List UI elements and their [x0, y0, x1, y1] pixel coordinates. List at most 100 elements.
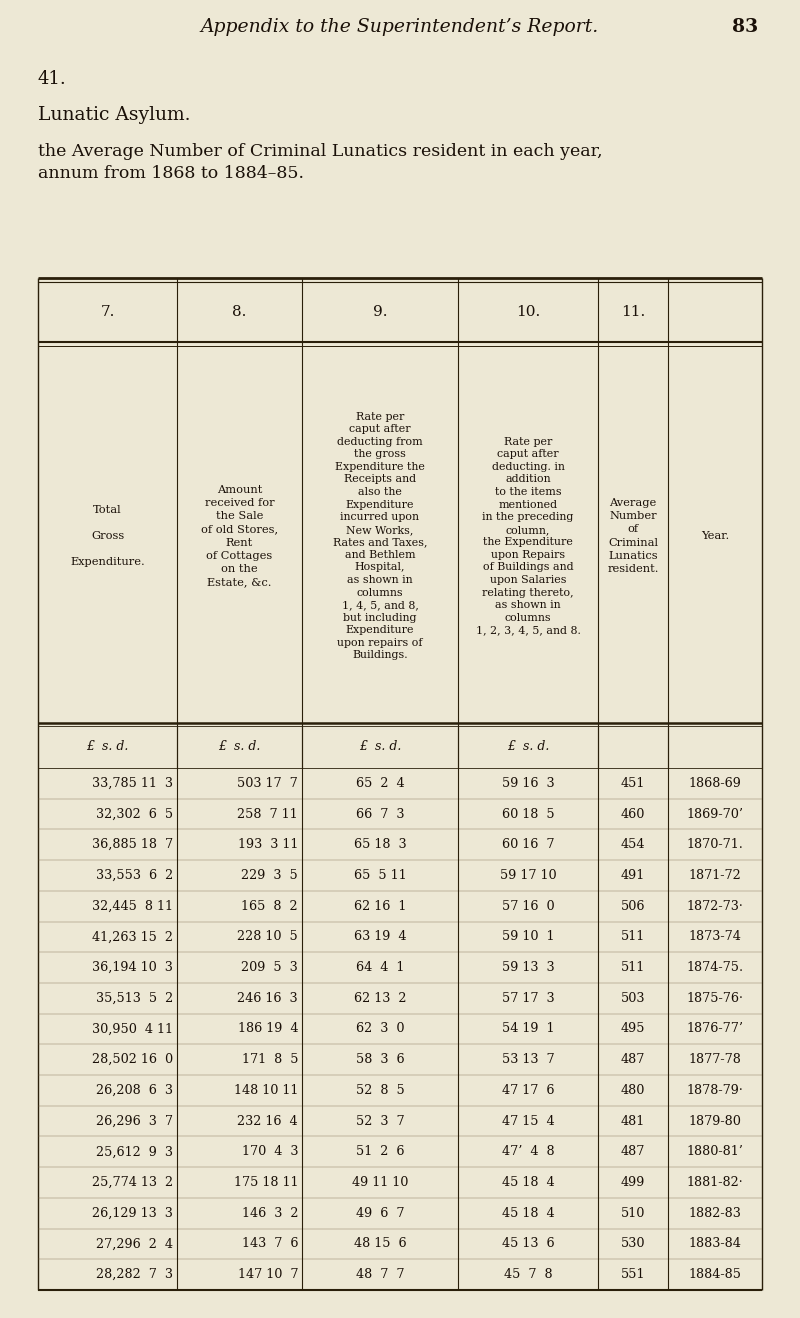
Text: 454: 454	[621, 838, 646, 851]
Text: Appendix to the Superintendent’s Report.: Appendix to the Superintendent’s Report.	[201, 18, 599, 36]
Text: 165  8  2: 165 8 2	[242, 900, 298, 912]
Text: £  s. d.: £ s. d.	[218, 741, 261, 754]
Text: 26,296  3  7: 26,296 3 7	[96, 1115, 173, 1128]
Text: 510: 510	[621, 1207, 645, 1219]
Text: 1868-69: 1868-69	[689, 776, 742, 789]
Text: Lunatic Asylum.: Lunatic Asylum.	[38, 105, 190, 124]
Text: 1881-82·: 1881-82·	[686, 1176, 743, 1189]
Text: 41,263 15  2: 41,263 15 2	[92, 931, 173, 944]
Text: 1882-83: 1882-83	[689, 1207, 742, 1219]
Text: 65  5 11: 65 5 11	[354, 869, 406, 882]
Text: 480: 480	[621, 1083, 645, 1097]
Text: 530: 530	[621, 1238, 646, 1251]
Text: 32,302  6  5: 32,302 6 5	[96, 808, 173, 821]
Text: 1875-76·: 1875-76·	[686, 991, 743, 1004]
Text: 33,553  6  2: 33,553 6 2	[96, 869, 173, 882]
Text: 10.: 10.	[516, 304, 540, 319]
Text: 47’  4  8: 47’ 4 8	[502, 1145, 554, 1159]
Text: 36,885 18  7: 36,885 18 7	[92, 838, 173, 851]
Text: £  s. d.: £ s. d.	[86, 741, 129, 754]
Text: 60 16  7: 60 16 7	[502, 838, 554, 851]
Text: 1878-79·: 1878-79·	[686, 1083, 743, 1097]
Text: 54 19  1: 54 19 1	[502, 1023, 554, 1036]
Text: 59 16  3: 59 16 3	[502, 776, 554, 789]
Text: 1877-78: 1877-78	[689, 1053, 742, 1066]
Text: 487: 487	[621, 1145, 645, 1159]
Text: 1883-84: 1883-84	[689, 1238, 742, 1251]
Text: 41.: 41.	[38, 70, 66, 88]
Text: 1873-74: 1873-74	[689, 931, 742, 944]
Text: 48  7  7: 48 7 7	[356, 1268, 404, 1281]
Text: 45 13  6: 45 13 6	[502, 1238, 554, 1251]
Text: 1869-70’: 1869-70’	[686, 808, 743, 821]
Text: 146  3  2: 146 3 2	[242, 1207, 298, 1219]
Text: 33,785 11  3: 33,785 11 3	[92, 776, 173, 789]
Text: 62 13  2: 62 13 2	[354, 991, 406, 1004]
Text: 49  6  7: 49 6 7	[356, 1207, 404, 1219]
Text: 551: 551	[621, 1268, 646, 1281]
Text: 9.: 9.	[373, 304, 387, 319]
Text: 28,282  7  3: 28,282 7 3	[96, 1268, 173, 1281]
Text: 487: 487	[621, 1053, 645, 1066]
Text: 32,445  8 11: 32,445 8 11	[92, 900, 173, 912]
Text: 499: 499	[621, 1176, 645, 1189]
Text: 26,208  6  3: 26,208 6 3	[96, 1083, 173, 1097]
Text: 506: 506	[621, 900, 646, 912]
Text: 27,296  2  4: 27,296 2 4	[96, 1238, 173, 1251]
Text: 1870-71.: 1870-71.	[686, 838, 743, 851]
Text: 229  3  5: 229 3 5	[242, 869, 298, 882]
Text: 48 15  6: 48 15 6	[354, 1238, 406, 1251]
Text: Rate per
caput after
deducting. in
addition
to the items
mentioned
in the preced: Rate per caput after deducting. in addit…	[475, 436, 581, 635]
Text: 7.: 7.	[100, 304, 114, 319]
Text: 28,502 16  0: 28,502 16 0	[92, 1053, 173, 1066]
Text: 460: 460	[621, 808, 645, 821]
Text: 451: 451	[621, 776, 645, 789]
Text: 495: 495	[621, 1023, 646, 1036]
Text: 45  7  8: 45 7 8	[504, 1268, 552, 1281]
Text: Rate per
caput after
deducting from
the gross
Expenditure the
Receipts and
also : Rate per caput after deducting from the …	[333, 411, 427, 660]
Text: £  s. d.: £ s. d.	[507, 741, 549, 754]
Text: 258  7 11: 258 7 11	[238, 808, 298, 821]
Text: 60 18  5: 60 18 5	[502, 808, 554, 821]
Text: 143  7  6: 143 7 6	[242, 1238, 298, 1251]
Text: 47 17  6: 47 17 6	[502, 1083, 554, 1097]
Text: 171  8  5: 171 8 5	[242, 1053, 298, 1066]
Text: 30,950  4 11: 30,950 4 11	[92, 1023, 173, 1036]
Text: 59 17 10: 59 17 10	[500, 869, 556, 882]
Text: 52  8  5: 52 8 5	[356, 1083, 404, 1097]
Text: 36,194 10  3: 36,194 10 3	[92, 961, 173, 974]
Text: 58  3  6: 58 3 6	[356, 1053, 404, 1066]
Text: 51  2  6: 51 2 6	[356, 1145, 404, 1159]
Text: 503 17  7: 503 17 7	[238, 776, 298, 789]
Text: 511: 511	[621, 961, 645, 974]
Text: 63 19  4: 63 19 4	[354, 931, 406, 944]
Text: 83: 83	[732, 18, 758, 36]
Text: 491: 491	[621, 869, 645, 882]
Text: 52  3  7: 52 3 7	[356, 1115, 404, 1128]
Text: 503: 503	[621, 991, 646, 1004]
Text: 26,129 13  3: 26,129 13 3	[92, 1207, 173, 1219]
Text: 62 16  1: 62 16 1	[354, 900, 406, 912]
Text: 45 18  4: 45 18 4	[502, 1207, 554, 1219]
Text: 8.: 8.	[232, 304, 246, 319]
Text: 228 10  5: 228 10 5	[238, 931, 298, 944]
Text: 62  3  0: 62 3 0	[356, 1023, 404, 1036]
Text: 45 18  4: 45 18 4	[502, 1176, 554, 1189]
Text: 49 11 10: 49 11 10	[352, 1176, 408, 1189]
Text: 47 15  4: 47 15 4	[502, 1115, 554, 1128]
Text: 1871-72: 1871-72	[689, 869, 742, 882]
Text: 57 16  0: 57 16 0	[502, 900, 554, 912]
Text: Total

Gross

Expenditure.: Total Gross Expenditure.	[70, 505, 145, 568]
Text: Year.: Year.	[701, 531, 729, 540]
Text: 186 19  4: 186 19 4	[238, 1023, 298, 1036]
Text: the Average Number of Criminal Lunatics resident in each year,: the Average Number of Criminal Lunatics …	[38, 142, 602, 159]
Text: 232 16  4: 232 16 4	[238, 1115, 298, 1128]
Text: 148 10 11: 148 10 11	[234, 1083, 298, 1097]
Text: 1879-80: 1879-80	[689, 1115, 742, 1128]
Text: £  s. d.: £ s. d.	[359, 741, 401, 754]
Text: 246 16  3: 246 16 3	[238, 991, 298, 1004]
Text: 1876-77’: 1876-77’	[686, 1023, 743, 1036]
Text: 1872-73·: 1872-73·	[686, 900, 743, 912]
Text: 53 13  7: 53 13 7	[502, 1053, 554, 1066]
Text: 57 17  3: 57 17 3	[502, 991, 554, 1004]
